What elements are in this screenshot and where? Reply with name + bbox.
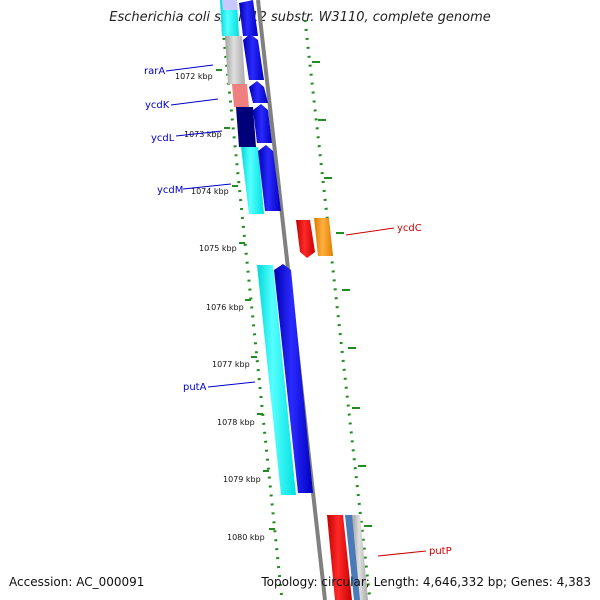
ruler-label: 1073 kbp xyxy=(184,130,222,139)
accession-text: Accession: AC_000091 xyxy=(9,575,145,589)
gene-track-reverse xyxy=(296,218,368,600)
ruler: 1072 kbp 1073 kbp 1074 kbp 1075 kbp 1076… xyxy=(175,69,275,542)
ruler-label: 1077 kbp xyxy=(212,360,250,369)
gene-arrow-ycdM[interactable] xyxy=(258,145,281,211)
gene-arrow-ycdK[interactable] xyxy=(249,81,268,103)
genome-title: Escherichia coli str. K-12 substr. W3110… xyxy=(109,10,491,25)
gene-arrow-putP[interactable] xyxy=(327,515,352,600)
cds-block-ycdM[interactable] xyxy=(241,147,264,214)
gene-label-ycdL[interactable]: ycdL xyxy=(151,133,175,144)
ruler-label: 1080 kbp xyxy=(227,533,265,542)
cds-block-putP-grey[interactable] xyxy=(352,515,368,600)
gene-label-putP[interactable]: putP xyxy=(429,546,452,557)
cds-block-ycdL[interactable] xyxy=(236,107,256,147)
gene-arrow[interactable] xyxy=(239,0,258,36)
gene-label-ycdK[interactable]: ycdK xyxy=(145,100,170,111)
ruler-label: 1076 kbp xyxy=(206,303,244,312)
ruler-label: 1072 kbp xyxy=(175,72,213,81)
cds-block-rarA[interactable] xyxy=(225,36,245,84)
gene-arrow-ycdC[interactable] xyxy=(296,220,315,258)
topology-text: Topology: circular; Length: 4,646,332 bp… xyxy=(261,575,591,589)
ruler-label: 1075 kbp xyxy=(199,244,237,253)
gene-arrow-ycdL[interactable] xyxy=(253,104,272,143)
gene-label-ycdC[interactable]: ycdC xyxy=(397,223,422,234)
gene-arrow-putA[interactable] xyxy=(274,264,313,493)
cds-block-ycdC[interactable] xyxy=(314,218,333,256)
ruler-label: 1078 kbp xyxy=(217,418,255,427)
gene-label-ycdM[interactable]: ycdM xyxy=(157,185,183,196)
cds-block-putP[interactable] xyxy=(345,515,362,600)
gene-label-rarA[interactable]: rarA xyxy=(144,66,165,77)
cds-block-ycdK[interactable] xyxy=(232,84,249,107)
gene-label-putA[interactable]: putA xyxy=(183,382,207,393)
right-ring-marks xyxy=(312,61,372,527)
gene-label-lines xyxy=(165,64,427,557)
gene-arrow-rarA[interactable] xyxy=(243,34,264,80)
cds-track xyxy=(220,0,296,495)
ruler-label: 1079 kbp xyxy=(223,475,261,484)
cds-block xyxy=(222,0,238,10)
ruler-label: 1074 kbp xyxy=(191,187,229,196)
right-dotted-ring xyxy=(303,19,372,600)
cds-block-putA[interactable] xyxy=(257,265,296,495)
gene-track-forward xyxy=(239,0,313,493)
